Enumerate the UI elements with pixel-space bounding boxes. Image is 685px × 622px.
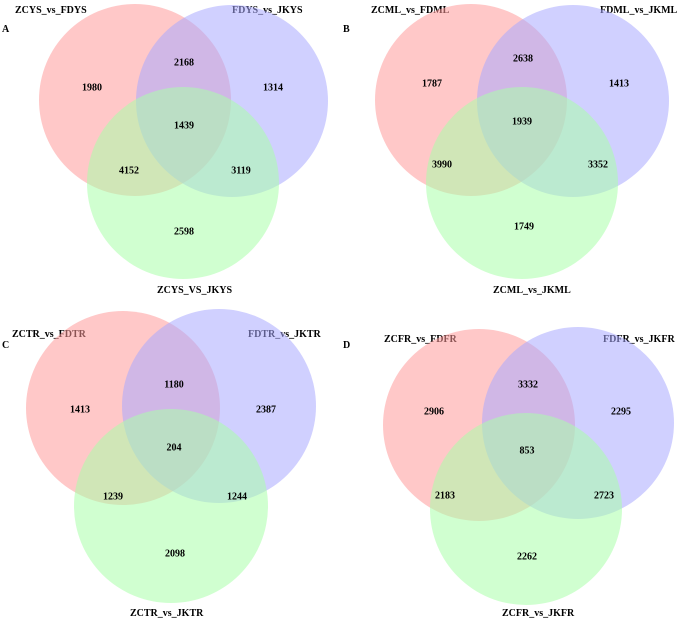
only-set1-count: 2906 — [424, 406, 444, 417]
set2-label: FDFR_vs_JKFR — [603, 334, 675, 345]
only-set3-count: 1749 — [514, 221, 534, 232]
venn-panel-a: A ZCYS_vs_FDYS FDYS_vs_JKYS ZCYS_VS_JKYS… — [2, 4, 328, 296]
set1-label: ZCTR_vs_FDTR — [12, 329, 87, 340]
set3-label: ZCFR_vs_JKFR — [502, 608, 575, 619]
only-set3-count: 2098 — [165, 548, 185, 559]
set2-label: FDYS_vs_JKYS — [232, 5, 303, 16]
set3-circle — [74, 409, 268, 603]
all-sets-count: 853 — [520, 445, 535, 456]
set1-set2-count: 2168 — [174, 57, 194, 68]
set1-label: ZCFR_vs_FDFR — [384, 334, 458, 345]
panel-letter: D — [343, 340, 350, 351]
only-set2-count: 1413 — [609, 78, 629, 89]
panel-letter: C — [2, 340, 9, 351]
only-set1-count: 1413 — [70, 404, 90, 415]
only-set3-count: 2598 — [174, 226, 194, 237]
set1-set3-count: 2183 — [435, 490, 455, 501]
venn-panel-b: B ZCML_vs_FDML FDML_vs_JKML ZCML_vs_JKML… — [343, 4, 678, 296]
only-set3-count: 2262 — [517, 551, 537, 562]
set1-set3-count: 3990 — [432, 159, 452, 170]
set3-circle — [87, 87, 279, 279]
set2-set3-count: 3119 — [231, 165, 250, 176]
set1-label: ZCYS_vs_FDYS — [15, 5, 87, 16]
set1-label: ZCML_vs_FDML — [371, 5, 450, 16]
set2-label: FDTR_vs_JKTR — [248, 329, 322, 340]
only-set1-count: 1980 — [82, 82, 102, 93]
venn-panel-d: D ZCFR_vs_FDFR FDFR_vs_JKFR ZCFR_vs_JKFR… — [343, 327, 675, 619]
set2-set3-count: 2723 — [594, 490, 614, 501]
set3-label: ZCTR_vs_JKTR — [130, 608, 204, 619]
only-set2-count: 2295 — [611, 406, 631, 417]
set3-circle — [430, 413, 622, 605]
set1-set2-count: 2638 — [513, 53, 533, 64]
all-sets-count: 1439 — [174, 120, 194, 131]
set1-set2-count: 1180 — [164, 379, 183, 390]
venn-panel-c: C ZCTR_vs_FDTR FDTR_vs_JKTR ZCTR_vs_JKTR… — [2, 309, 322, 619]
set1-set3-count: 4152 — [119, 165, 139, 176]
set3-label: ZCML_vs_JKML — [493, 285, 571, 296]
set2-label: FDML_vs_JKML — [600, 5, 678, 16]
set1-set3-count: 1239 — [103, 491, 123, 502]
all-sets-count: 1939 — [512, 116, 532, 127]
panel-letter: A — [2, 24, 10, 35]
all-sets-count: 204 — [167, 442, 182, 453]
only-set2-count: 1314 — [263, 82, 283, 93]
set3-label: ZCYS_VS_JKYS — [157, 285, 232, 296]
only-set2-count: 2387 — [256, 404, 276, 415]
only-set1-count: 1787 — [422, 78, 442, 89]
set3-circle — [426, 87, 618, 279]
set2-set3-count: 3352 — [588, 159, 608, 170]
panel-letter: B — [343, 24, 350, 35]
set2-set3-count: 1244 — [227, 491, 247, 502]
set1-set2-count: 3332 — [518, 379, 538, 390]
